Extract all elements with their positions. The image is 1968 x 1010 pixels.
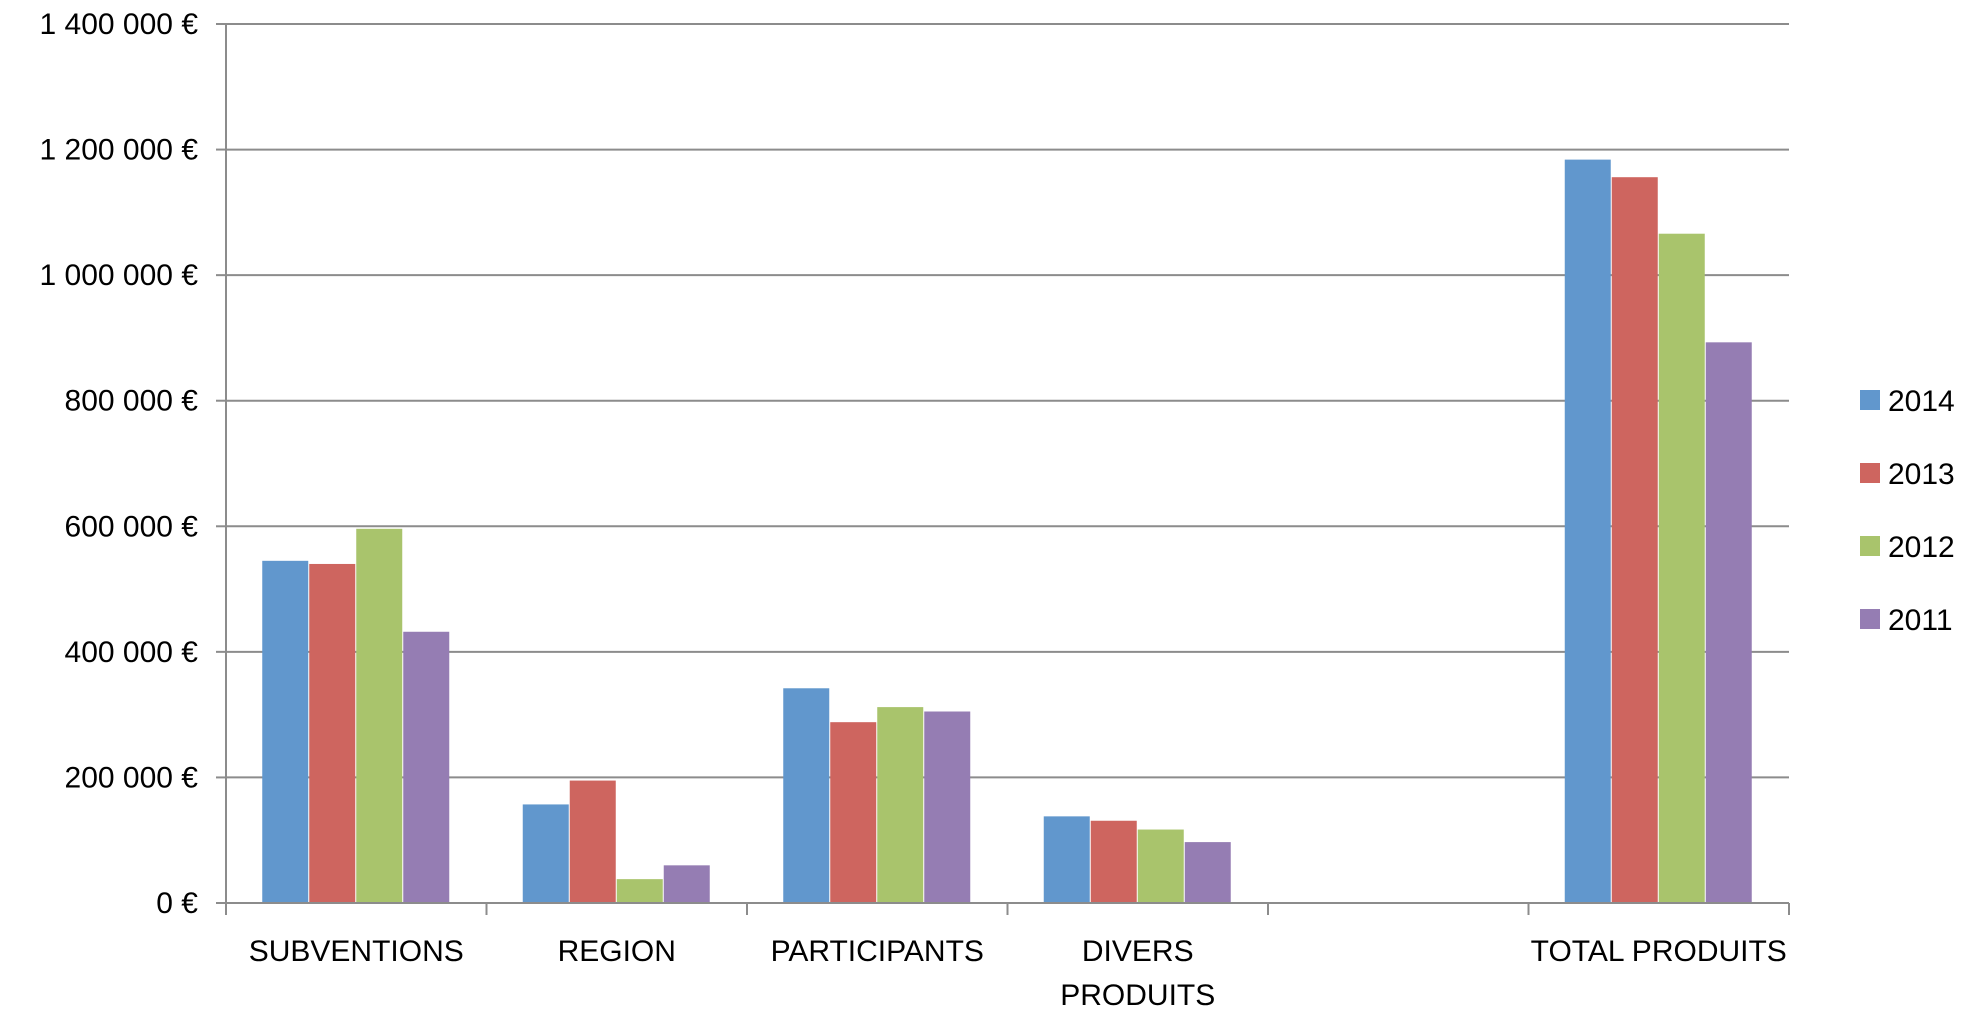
bar-2014-3 <box>1043 816 1090 903</box>
legend-label-2012: 2012 <box>1888 531 1955 564</box>
legend-label-2011: 2011 <box>1888 604 1953 637</box>
bar-2014-5 <box>1564 159 1611 904</box>
legend-swatch-2013 <box>1860 463 1880 483</box>
legend-label-2013: 2013 <box>1888 458 1955 491</box>
legend: 2014 2013 2012 2011 <box>1860 385 1955 637</box>
x-tick-label: PARTICIPANTS <box>771 935 984 968</box>
gridlines <box>226 23 1789 779</box>
legend-label-2014: 2014 <box>1888 385 1955 418</box>
bar-2014-2 <box>783 688 830 903</box>
bar-2013-1 <box>569 780 616 903</box>
bar-2013-0 <box>309 563 356 903</box>
bar-2011-1 <box>663 865 710 903</box>
bars <box>262 159 1752 904</box>
bar-2013-5 <box>1611 177 1658 903</box>
y-tick-label: 800 000 € <box>65 385 199 418</box>
x-tick-label: TOTAL PRODUITS <box>1531 935 1787 968</box>
y-tick-label: 1 400 000 € <box>40 8 199 41</box>
y-tick-label: 600 000 € <box>65 510 199 543</box>
legend-swatch-2011 <box>1860 609 1880 629</box>
y-tick-label: 1 200 000 € <box>40 134 199 167</box>
bar-2014-1 <box>522 804 569 903</box>
legend-swatch-2012 <box>1860 536 1880 556</box>
x-tick-label: PRODUITS <box>1060 979 1215 1010</box>
bar-2011-3 <box>1184 842 1231 903</box>
bar-2014-0 <box>262 560 309 903</box>
bar-2012-0 <box>356 528 403 903</box>
y-tick-label: 0 € <box>156 887 198 920</box>
y-axis: 0 € 200 000 € 400 000 € 600 000 € 800 000 € 1… <box>40 8 227 920</box>
bar-2011-5 <box>1705 342 1752 903</box>
y-tick-label: 200 000 € <box>65 761 199 794</box>
bar-2011-2 <box>924 711 971 903</box>
legend-swatch-2014 <box>1860 390 1880 410</box>
x-axis: SUBVENTIONS REGION PARTICIPANTS DIVERS PRODU… <box>225 902 1790 1010</box>
y-tick-label: 1 000 000 € <box>40 259 199 292</box>
bar-2012-1 <box>616 879 663 903</box>
x-tick-label: REGION <box>558 935 676 968</box>
bar-2012-2 <box>877 707 924 903</box>
y-tick-label: 400 000 € <box>65 636 199 669</box>
bar-2013-2 <box>830 722 877 903</box>
x-tick-label: SUBVENTIONS <box>249 935 464 968</box>
bar-2011-0 <box>403 631 450 903</box>
x-tick-label: DIVERS <box>1082 935 1194 968</box>
bar-2012-3 <box>1137 829 1184 903</box>
bar-2012-5 <box>1658 233 1705 903</box>
bar-2013-3 <box>1090 820 1137 903</box>
